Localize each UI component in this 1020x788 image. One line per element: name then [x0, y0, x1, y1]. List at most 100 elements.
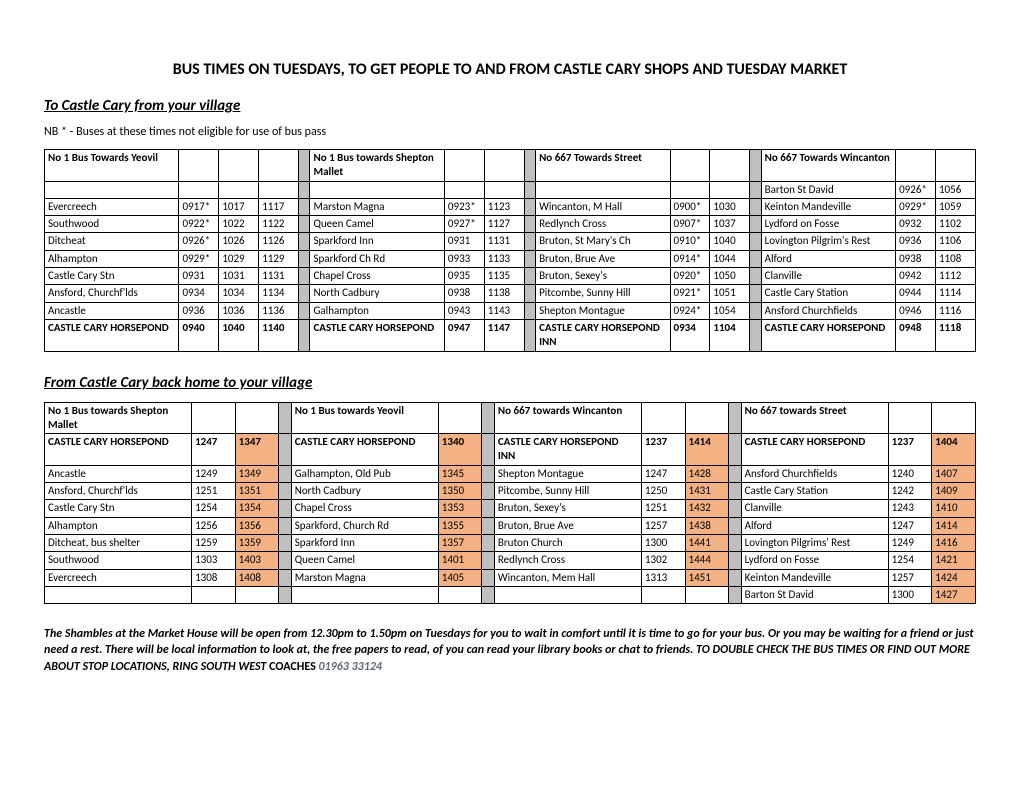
time-cell: 1040 — [710, 233, 750, 250]
time-cell: 1247 — [888, 517, 932, 534]
time-cell: 1114 — [935, 285, 975, 302]
route-header: No 667 Towards Wincanton — [761, 150, 895, 182]
route-header: No 1 Bus towards Yeovil — [291, 402, 438, 434]
footer-phone: 01963 33124 — [318, 660, 382, 674]
time-cell: 1249 — [192, 465, 236, 482]
time-cell: 1451 — [685, 569, 729, 586]
time-cell: 1050 — [710, 268, 750, 285]
stop-name: Sparkford, Church Rd — [291, 517, 438, 534]
time-cell — [670, 181, 710, 198]
gap — [524, 233, 535, 250]
stop-name: Marston Magna — [310, 198, 444, 215]
gap — [524, 285, 535, 302]
time-cell: 1138 — [484, 285, 524, 302]
stop-name: Shepton Montague — [536, 302, 670, 319]
gap — [279, 465, 291, 482]
time-cell: 1112 — [935, 268, 975, 285]
stop-name: Castle Cary Station — [761, 285, 895, 302]
stop-name: Chapel Cross — [291, 500, 438, 517]
route-header-blank — [685, 402, 729, 434]
stop-name: Ansford Churchfields — [761, 302, 895, 319]
time-cell: 0931 — [179, 268, 219, 285]
time-cell: 1353 — [438, 500, 482, 517]
gap — [750, 150, 761, 182]
time-cell: 1356 — [235, 517, 279, 534]
time-cell: 1126 — [259, 233, 299, 250]
gap — [729, 434, 741, 466]
route-header-blank — [641, 402, 685, 434]
stop-name: Bruton, Brue Ave — [536, 250, 670, 267]
time-cell: 1237 — [888, 434, 932, 466]
time-cell: 1254 — [192, 500, 236, 517]
stop-name: Ansford Churchfields — [741, 465, 888, 482]
time-cell: 1029 — [219, 250, 259, 267]
time-cell — [438, 586, 482, 603]
route-header-blank — [710, 150, 750, 182]
time-cell: 0933 — [444, 250, 484, 267]
gap — [299, 198, 310, 215]
time-cell: 1354 — [235, 500, 279, 517]
stop-name: CASTLE CARY HORSEPOND — [291, 434, 438, 466]
time-cell: 0917* — [179, 198, 219, 215]
gap — [524, 198, 535, 215]
route-header: No 667 towards Street — [741, 402, 888, 434]
time-cell: 0931 — [444, 233, 484, 250]
time-cell: 1250 — [641, 483, 685, 500]
time-cell: 1257 — [888, 569, 932, 586]
gap — [279, 586, 291, 603]
time-cell: 0929* — [179, 250, 219, 267]
time-cell: 1251 — [192, 483, 236, 500]
time-cell: 1350 — [438, 483, 482, 500]
gap — [299, 268, 310, 285]
gap — [524, 319, 535, 351]
route-header-blank — [259, 150, 299, 182]
gap — [279, 483, 291, 500]
time-cell: 0938 — [444, 285, 484, 302]
time-cell: 1407 — [932, 465, 976, 482]
stop-name: Sparkford Inn — [291, 534, 438, 551]
time-cell: 0940 — [179, 319, 219, 351]
gap — [279, 500, 291, 517]
time-cell: 1401 — [438, 552, 482, 569]
time-cell: 1414 — [685, 434, 729, 466]
time-cell: 1405 — [438, 569, 482, 586]
time-cell: 0927* — [444, 216, 484, 233]
gap — [750, 285, 761, 302]
time-cell: 1040 — [219, 319, 259, 351]
stop-name: Bruton, St Mary's Ch — [536, 233, 670, 250]
page-title: BUS TIMES ON TUESDAYS, TO GET PEOPLE TO … — [44, 60, 976, 79]
gap — [482, 483, 494, 500]
time-cell — [259, 181, 299, 198]
time-cell: 1257 — [641, 517, 685, 534]
stop-name: Chapel Cross — [310, 268, 444, 285]
time-cell: 1303 — [192, 552, 236, 569]
time-cell: 1056 — [935, 181, 975, 198]
time-cell: 1034 — [219, 285, 259, 302]
time-cell: 1441 — [685, 534, 729, 551]
time-cell — [444, 181, 484, 198]
time-cell: 1127 — [484, 216, 524, 233]
time-cell: 1133 — [484, 250, 524, 267]
stop-name: CASTLE CARY HORSEPOND INN — [536, 319, 670, 351]
time-cell — [484, 181, 524, 198]
time-cell: 0910* — [670, 233, 710, 250]
stop-name: Barton St David — [741, 586, 888, 603]
gap — [299, 181, 310, 198]
stop-name — [45, 181, 179, 198]
gap — [729, 402, 741, 434]
route-header: No 1 Bus Towards Yeovil — [45, 150, 179, 182]
time-cell: 1431 — [685, 483, 729, 500]
stop-name: Bruton Church — [494, 534, 641, 551]
gap — [482, 434, 494, 466]
time-cell: 1240 — [888, 465, 932, 482]
route-header-blank — [896, 150, 936, 182]
time-cell: 1347 — [235, 434, 279, 466]
stop-name: Clanville — [741, 500, 888, 517]
gap — [299, 233, 310, 250]
time-cell: 1122 — [259, 216, 299, 233]
time-cell: 0934 — [670, 319, 710, 351]
time-cell — [192, 586, 236, 603]
time-cell: 1308 — [192, 569, 236, 586]
stop-name: Clanville — [761, 268, 895, 285]
gap — [524, 268, 535, 285]
